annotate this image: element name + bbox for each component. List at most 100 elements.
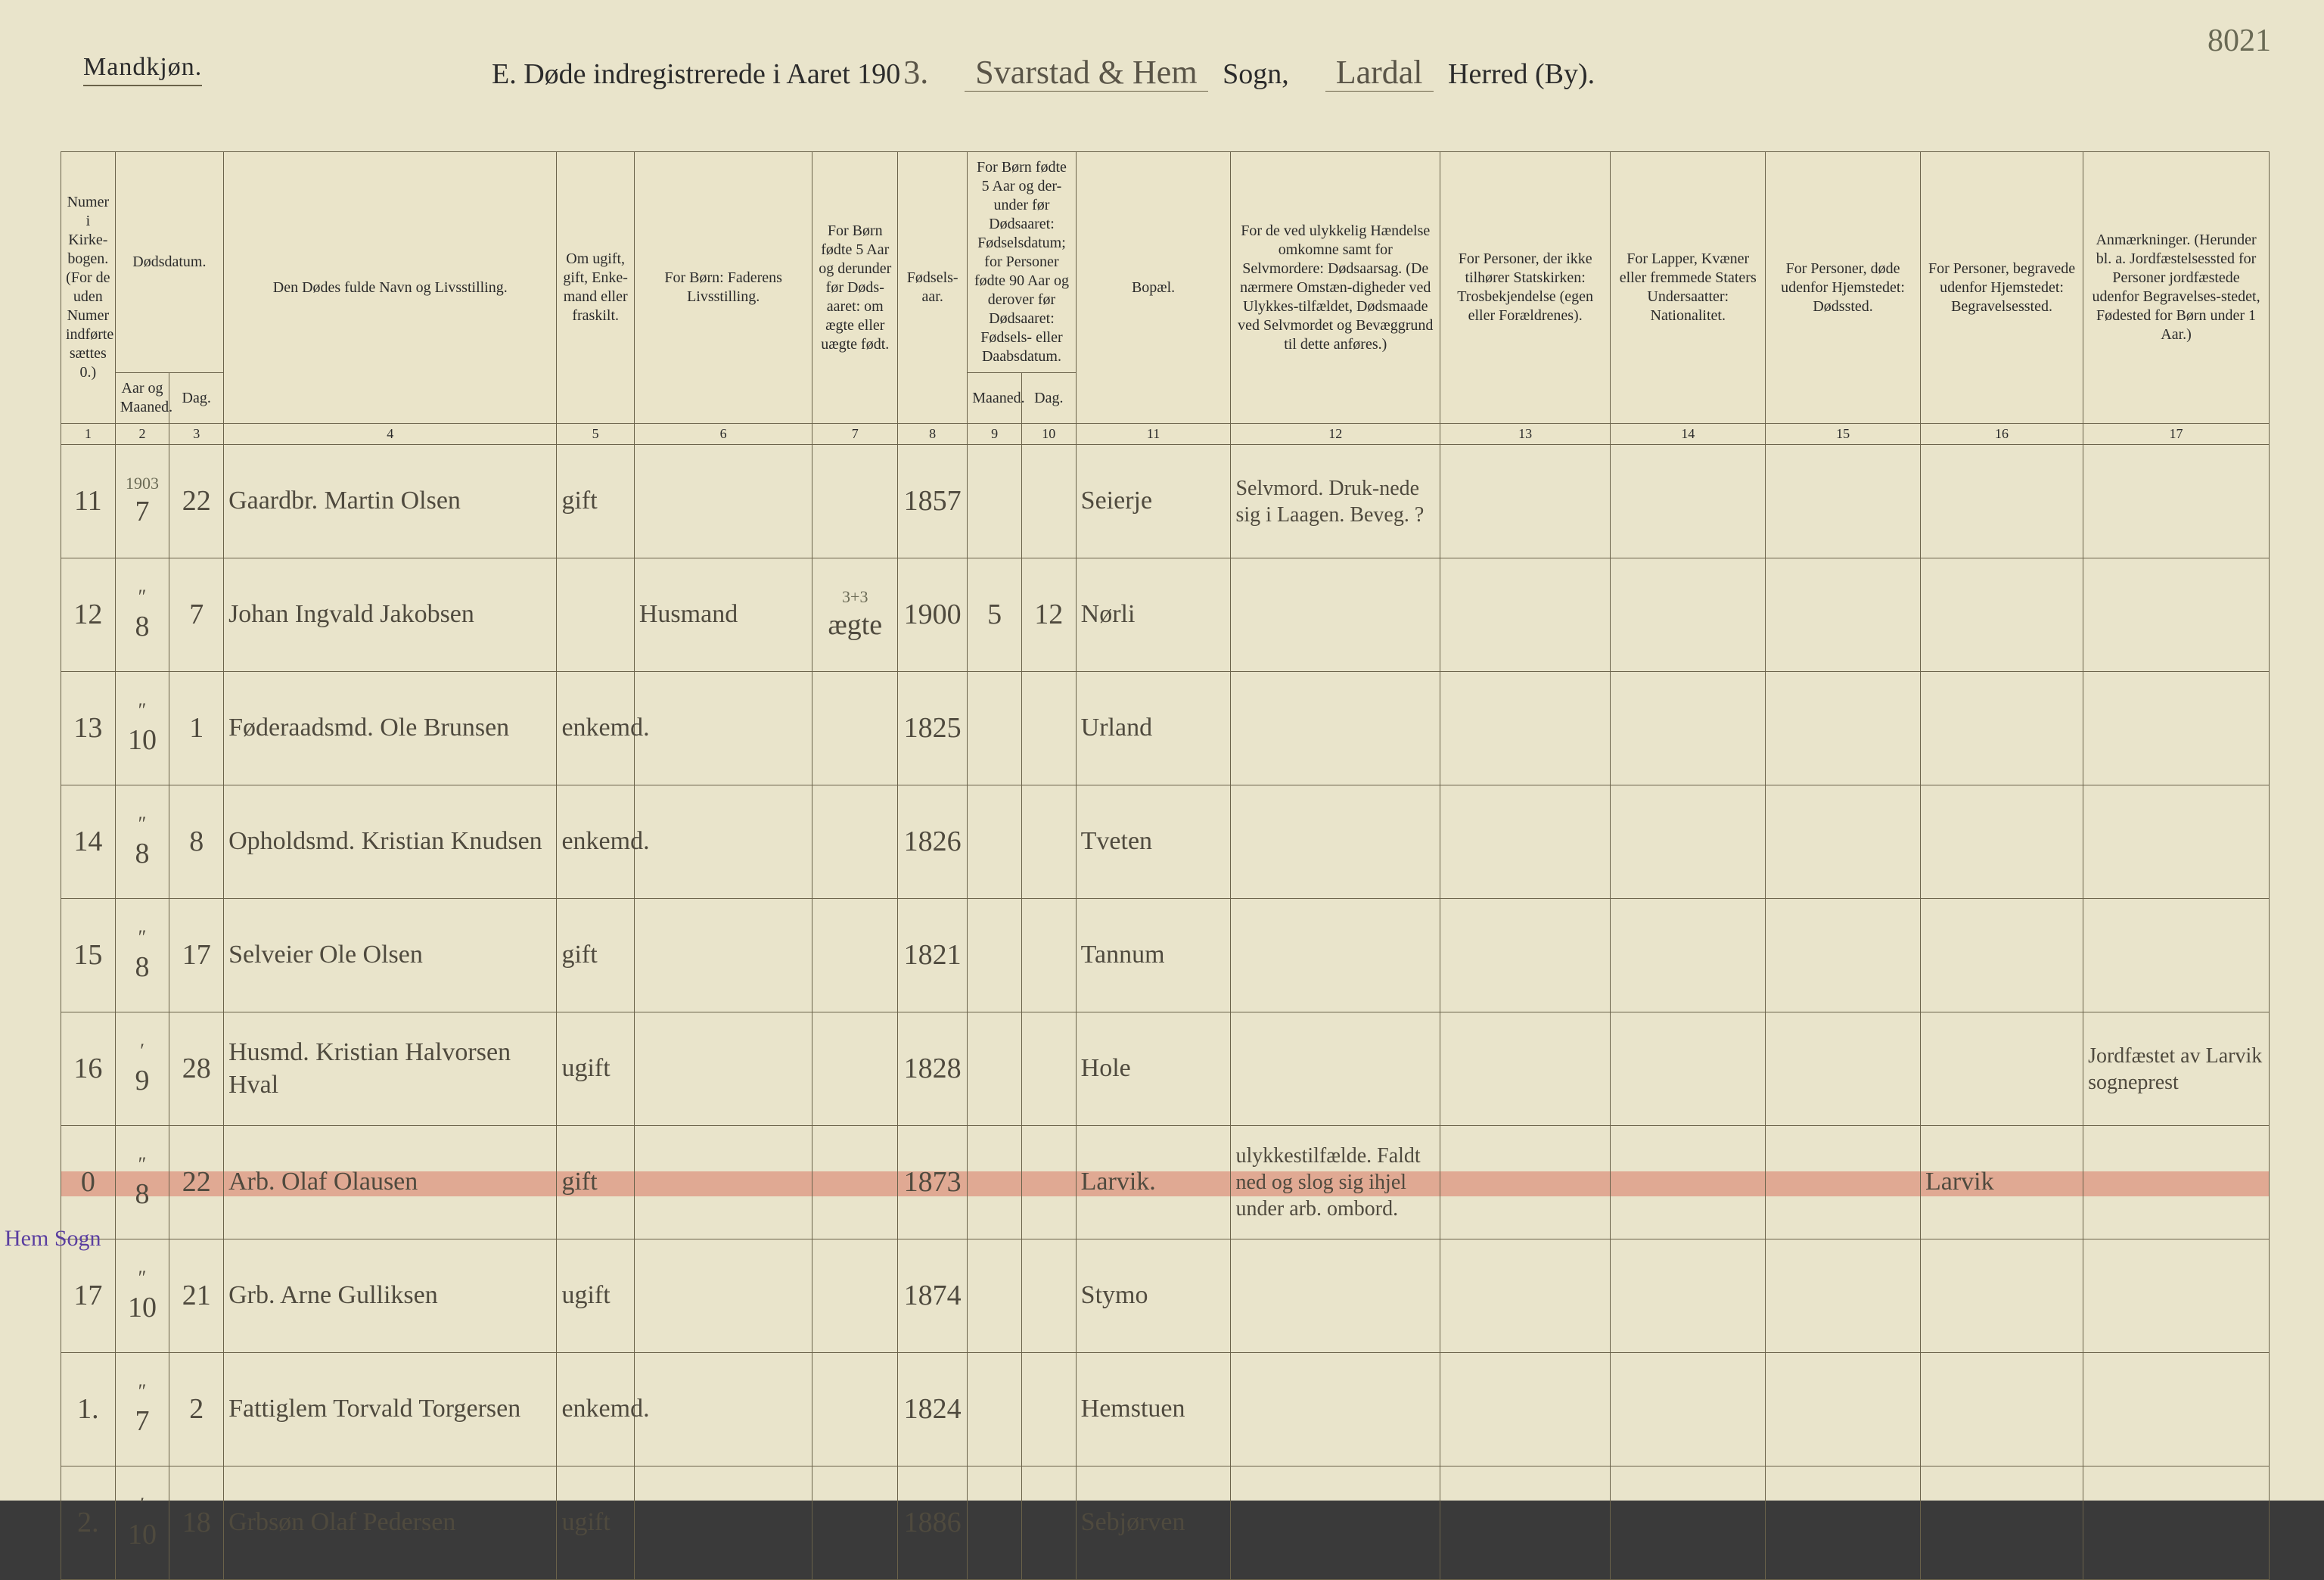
table-row: 14″88Opholdsmd. Kristian Knudsenenkemd.1… <box>61 785 2270 899</box>
cell: Johan Ingvald Jakobsen <box>224 558 557 672</box>
cell: ″7 <box>115 1353 169 1466</box>
cell <box>812 1353 898 1466</box>
cell <box>1920 1466 2083 1580</box>
cell: 13 <box>61 672 116 785</box>
ditto-mark: ″ <box>120 585 165 610</box>
cell <box>634 1126 812 1239</box>
cell <box>634 1012 812 1126</box>
cell: Fattiglem Torvald Torgersen <box>224 1353 557 1466</box>
colnum: 2 <box>115 424 169 445</box>
ledger-table: Numer i Kirke-bogen. (For de uden Numer … <box>61 151 2270 1580</box>
cell <box>1611 785 1766 899</box>
cell: ′9 <box>115 1012 169 1126</box>
cell: 14 <box>61 785 116 899</box>
cell <box>1231 785 1440 899</box>
cell <box>968 445 1022 558</box>
cell <box>1920 1239 2083 1353</box>
cell: ″8 <box>115 899 169 1012</box>
cell <box>812 445 898 558</box>
cell: Larvik. <box>1076 1126 1231 1239</box>
cell <box>968 1126 1022 1239</box>
cell: 18 <box>169 1466 224 1580</box>
hdr-legit: For Børn fødte 5 Aar og derunder før Død… <box>812 152 898 424</box>
cell <box>1021 672 1076 785</box>
table-row: 15″817Selveier Ole Olsengift1821Tannum <box>61 899 2270 1012</box>
cell <box>1766 445 1921 558</box>
table-row: 1.″72Fattiglem Torvald Torgersenenkemd.1… <box>61 1353 2270 1466</box>
cell: 1873 <box>898 1126 968 1239</box>
cell <box>812 1126 898 1239</box>
cell: ″10 <box>115 1239 169 1353</box>
cell <box>1021 1466 1076 1580</box>
cell <box>812 785 898 899</box>
table-row: 16′928Husmd. Kristian Halvorsen Hvalugif… <box>61 1012 2270 1126</box>
cell <box>1021 899 1076 1012</box>
cell: ′10 <box>115 1466 169 1580</box>
cell <box>812 1239 898 1353</box>
cell <box>1231 1012 1440 1126</box>
cell: 5 <box>968 558 1022 672</box>
legit-sup: 3+3 <box>817 586 893 608</box>
cell <box>1440 1239 1611 1353</box>
cell: ″8 <box>115 1126 169 1239</box>
cell <box>968 672 1022 785</box>
cell: 28 <box>169 1012 224 1126</box>
cell <box>1440 1126 1611 1239</box>
cell: ″8 <box>115 785 169 899</box>
cell: Husmand <box>634 558 812 672</box>
cell <box>1766 672 1921 785</box>
cell <box>2083 899 2270 1012</box>
colnum: 10 <box>1021 424 1076 445</box>
cell: Gaardbr. Martin Olsen <box>224 445 557 558</box>
cell <box>1920 1353 2083 1466</box>
cell <box>1231 1239 1440 1353</box>
cell <box>634 1353 812 1466</box>
cell: 1828 <box>898 1012 968 1126</box>
hdr-remarks: Anmærkninger. (Herunder bl. a. Jordfæste… <box>2083 152 2270 424</box>
hdr-birthyear: Fødsels-aar. <box>898 152 968 424</box>
cell: 15 <box>61 899 116 1012</box>
cell <box>1611 672 1766 785</box>
cell <box>1611 1126 1766 1239</box>
cell <box>634 899 812 1012</box>
colnum: 1 <box>61 424 116 445</box>
cell <box>1766 1353 1921 1466</box>
colnum: 17 <box>2083 424 2270 445</box>
cell <box>1920 672 2083 785</box>
cell <box>1021 785 1076 899</box>
cell <box>1766 1126 1921 1239</box>
title-prefix: E. Døde indregistrerede i Aaret 190 <box>492 58 900 90</box>
cell: gift <box>557 1126 634 1239</box>
cell <box>2083 1466 2270 1580</box>
cell: Selvmord. Druk-nede sig i Laagen. Beveg.… <box>1231 445 1440 558</box>
cell <box>1766 785 1921 899</box>
cell <box>1766 558 1921 672</box>
cell: Tannum <box>1076 899 1231 1012</box>
cell: 1886 <box>898 1466 968 1580</box>
colnum: 12 <box>1231 424 1440 445</box>
cell: 12 <box>61 558 116 672</box>
cell <box>968 1239 1022 1353</box>
cell: Hemstuen <box>1076 1353 1231 1466</box>
table-row: 2.′1018Grbsøn Olaf Pedersenugift1886Sebj… <box>61 1466 2270 1580</box>
cell: 2 <box>169 1353 224 1466</box>
cell: 7 <box>169 558 224 672</box>
table-row: 12″87Johan Ingvald JakobsenHusmand3+3ægt… <box>61 558 2270 672</box>
cell: 19037 <box>115 445 169 558</box>
hdr-death-month: Aar og Maaned. <box>115 373 169 424</box>
ditto-mark: ″ <box>120 925 165 950</box>
cell: 1857 <box>898 445 968 558</box>
cell <box>812 899 898 1012</box>
cell: 1824 <box>898 1353 968 1466</box>
cell <box>1231 672 1440 785</box>
margin-note: Hem Sogn <box>5 1226 101 1252</box>
ditto-mark: ′ <box>120 1039 165 1064</box>
cell <box>1440 558 1611 672</box>
title-line: E. Døde indregistrerede i Aaret 1903. Sv… <box>492 53 1595 92</box>
cell: Hole <box>1076 1012 1231 1126</box>
cell: ulykkestilfælde. Faldt ned og slog sig i… <box>1231 1126 1440 1239</box>
cell <box>1231 899 1440 1012</box>
hdr-deathplace: For Personer, døde udenfor Hjemstedet: D… <box>1766 152 1921 424</box>
cell <box>812 1012 898 1126</box>
cell: Grb. Arne Gulliksen <box>224 1239 557 1353</box>
